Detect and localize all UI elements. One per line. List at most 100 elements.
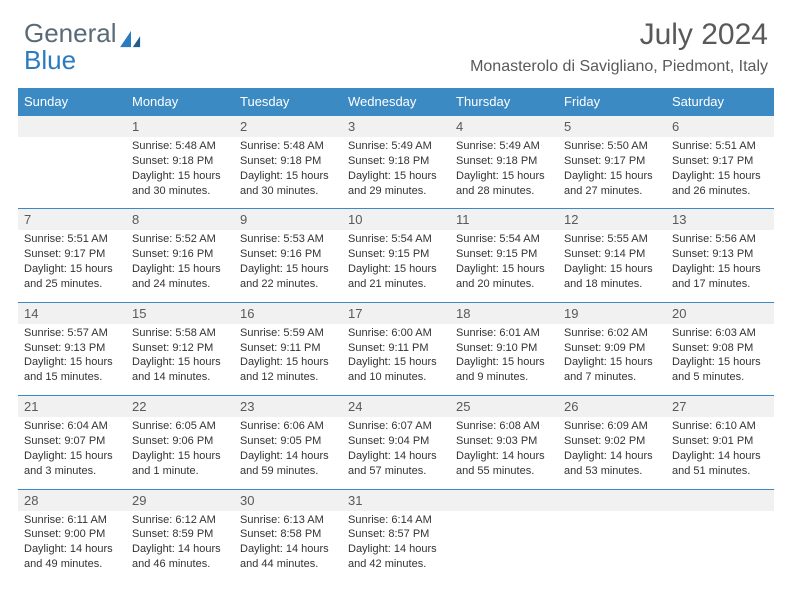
day-cell: Sunrise: 5:59 AMSunset: 9:11 PMDaylight:…: [234, 324, 342, 396]
day-cell: Sunrise: 6:04 AMSunset: 9:07 PMDaylight:…: [18, 417, 126, 489]
sunset-text: Sunset: 9:13 PM: [672, 247, 768, 262]
date-cell: 24: [342, 396, 450, 418]
day-cell: Sunrise: 6:02 AMSunset: 9:09 PMDaylight:…: [558, 324, 666, 396]
date-cell: 23: [234, 396, 342, 418]
day-cell: Sunrise: 5:53 AMSunset: 9:16 PMDaylight:…: [234, 230, 342, 302]
sunrise-text: Sunrise: 6:10 AM: [672, 419, 768, 434]
day-cell: Sunrise: 6:05 AMSunset: 9:06 PMDaylight:…: [126, 417, 234, 489]
day-cell: Sunrise: 5:48 AMSunset: 9:18 PMDaylight:…: [234, 137, 342, 209]
day-cell: Sunrise: 5:51 AMSunset: 9:17 PMDaylight:…: [18, 230, 126, 302]
date-cell: 16: [234, 302, 342, 324]
date-row: 28293031: [18, 489, 774, 511]
sunrise-text: Sunrise: 6:07 AM: [348, 419, 444, 434]
day-cell: Sunrise: 5:57 AMSunset: 9:13 PMDaylight:…: [18, 324, 126, 396]
sunrise-text: Sunrise: 6:08 AM: [456, 419, 552, 434]
sunset-text: Sunset: 9:07 PM: [24, 434, 120, 449]
day-cell: Sunrise: 6:11 AMSunset: 9:00 PMDaylight:…: [18, 511, 126, 582]
daylight-text: Daylight: 14 hours and 53 minutes.: [564, 449, 660, 479]
sunrise-text: Sunrise: 5:55 AM: [564, 232, 660, 247]
sunrise-text: Sunrise: 5:48 AM: [132, 139, 228, 154]
day-cell: [450, 511, 558, 582]
day-cell: Sunrise: 6:00 AMSunset: 9:11 PMDaylight:…: [342, 324, 450, 396]
sunrise-text: Sunrise: 6:12 AM: [132, 513, 228, 528]
sunrise-text: Sunrise: 6:01 AM: [456, 326, 552, 341]
date-cell: 3: [342, 116, 450, 138]
data-row: Sunrise: 6:11 AMSunset: 9:00 PMDaylight:…: [18, 511, 774, 582]
date-cell: 6: [666, 116, 774, 138]
date-cell: 2: [234, 116, 342, 138]
date-row: 78910111213: [18, 209, 774, 231]
weekday-header-row: Sunday Monday Tuesday Wednesday Thursday…: [18, 88, 774, 116]
date-row: 21222324252627: [18, 396, 774, 418]
date-cell: 8: [126, 209, 234, 231]
daylight-text: Daylight: 15 hours and 18 minutes.: [564, 262, 660, 292]
date-cell: [450, 489, 558, 511]
sunset-text: Sunset: 9:08 PM: [672, 341, 768, 356]
date-cell: [666, 489, 774, 511]
weekday-header: Wednesday: [342, 88, 450, 116]
day-cell: [558, 511, 666, 582]
date-cell: 18: [450, 302, 558, 324]
daylight-text: Daylight: 15 hours and 29 minutes.: [348, 169, 444, 199]
day-cell: Sunrise: 5:52 AMSunset: 9:16 PMDaylight:…: [126, 230, 234, 302]
sunset-text: Sunset: 9:17 PM: [24, 247, 120, 262]
date-cell: [18, 116, 126, 138]
daylight-text: Daylight: 14 hours and 42 minutes.: [348, 542, 444, 572]
date-cell: 30: [234, 489, 342, 511]
day-cell: Sunrise: 6:08 AMSunset: 9:03 PMDaylight:…: [450, 417, 558, 489]
date-row: 123456: [18, 116, 774, 138]
daylight-text: Daylight: 14 hours and 44 minutes.: [240, 542, 336, 572]
day-cell: Sunrise: 6:07 AMSunset: 9:04 PMDaylight:…: [342, 417, 450, 489]
sunrise-text: Sunrise: 5:52 AM: [132, 232, 228, 247]
date-cell: 10: [342, 209, 450, 231]
weekday-header: Tuesday: [234, 88, 342, 116]
sunrise-text: Sunrise: 6:11 AM: [24, 513, 120, 528]
sunset-text: Sunset: 9:05 PM: [240, 434, 336, 449]
location-text: Monasterolo di Savigliano, Piedmont, Ita…: [470, 58, 768, 76]
date-cell: 26: [558, 396, 666, 418]
sunset-text: Sunset: 9:12 PM: [132, 341, 228, 356]
date-cell: 31: [342, 489, 450, 511]
title-block: July 2024 Monasterolo di Savigliano, Pie…: [470, 18, 768, 76]
sunset-text: Sunset: 8:59 PM: [132, 527, 228, 542]
date-cell: 4: [450, 116, 558, 138]
day-cell: Sunrise: 6:09 AMSunset: 9:02 PMDaylight:…: [558, 417, 666, 489]
date-cell: 20: [666, 302, 774, 324]
weekday-header: Saturday: [666, 88, 774, 116]
daylight-text: Daylight: 14 hours and 59 minutes.: [240, 449, 336, 479]
daylight-text: Daylight: 15 hours and 7 minutes.: [564, 355, 660, 385]
date-cell: 27: [666, 396, 774, 418]
daylight-text: Daylight: 15 hours and 15 minutes.: [24, 355, 120, 385]
date-cell: 7: [18, 209, 126, 231]
sunset-text: Sunset: 9:15 PM: [456, 247, 552, 262]
daylight-text: Daylight: 15 hours and 22 minutes.: [240, 262, 336, 292]
date-row: 14151617181920: [18, 302, 774, 324]
sunrise-text: Sunrise: 5:50 AM: [564, 139, 660, 154]
sunset-text: Sunset: 9:09 PM: [564, 341, 660, 356]
sunset-text: Sunset: 9:18 PM: [240, 154, 336, 169]
sunset-text: Sunset: 9:11 PM: [348, 341, 444, 356]
sunrise-text: Sunrise: 6:06 AM: [240, 419, 336, 434]
sunrise-text: Sunrise: 6:09 AM: [564, 419, 660, 434]
date-cell: 28: [18, 489, 126, 511]
month-title: July 2024: [470, 18, 768, 52]
day-cell: Sunrise: 6:03 AMSunset: 9:08 PMDaylight:…: [666, 324, 774, 396]
weekday-header: Monday: [126, 88, 234, 116]
sunrise-text: Sunrise: 5:53 AM: [240, 232, 336, 247]
sunset-text: Sunset: 9:04 PM: [348, 434, 444, 449]
sunrise-text: Sunrise: 5:49 AM: [456, 139, 552, 154]
daylight-text: Daylight: 15 hours and 1 minute.: [132, 449, 228, 479]
sunrise-text: Sunrise: 6:14 AM: [348, 513, 444, 528]
daylight-text: Daylight: 14 hours and 49 minutes.: [24, 542, 120, 572]
sunset-text: Sunset: 9:14 PM: [564, 247, 660, 262]
sunset-text: Sunset: 8:58 PM: [240, 527, 336, 542]
sunset-text: Sunset: 9:17 PM: [672, 154, 768, 169]
sunrise-text: Sunrise: 5:51 AM: [24, 232, 120, 247]
day-cell: Sunrise: 6:06 AMSunset: 9:05 PMDaylight:…: [234, 417, 342, 489]
sunrise-text: Sunrise: 6:05 AM: [132, 419, 228, 434]
sunrise-text: Sunrise: 6:13 AM: [240, 513, 336, 528]
date-cell: 1: [126, 116, 234, 138]
sunset-text: Sunset: 9:10 PM: [456, 341, 552, 356]
daylight-text: Daylight: 15 hours and 20 minutes.: [456, 262, 552, 292]
sunrise-text: Sunrise: 5:48 AM: [240, 139, 336, 154]
